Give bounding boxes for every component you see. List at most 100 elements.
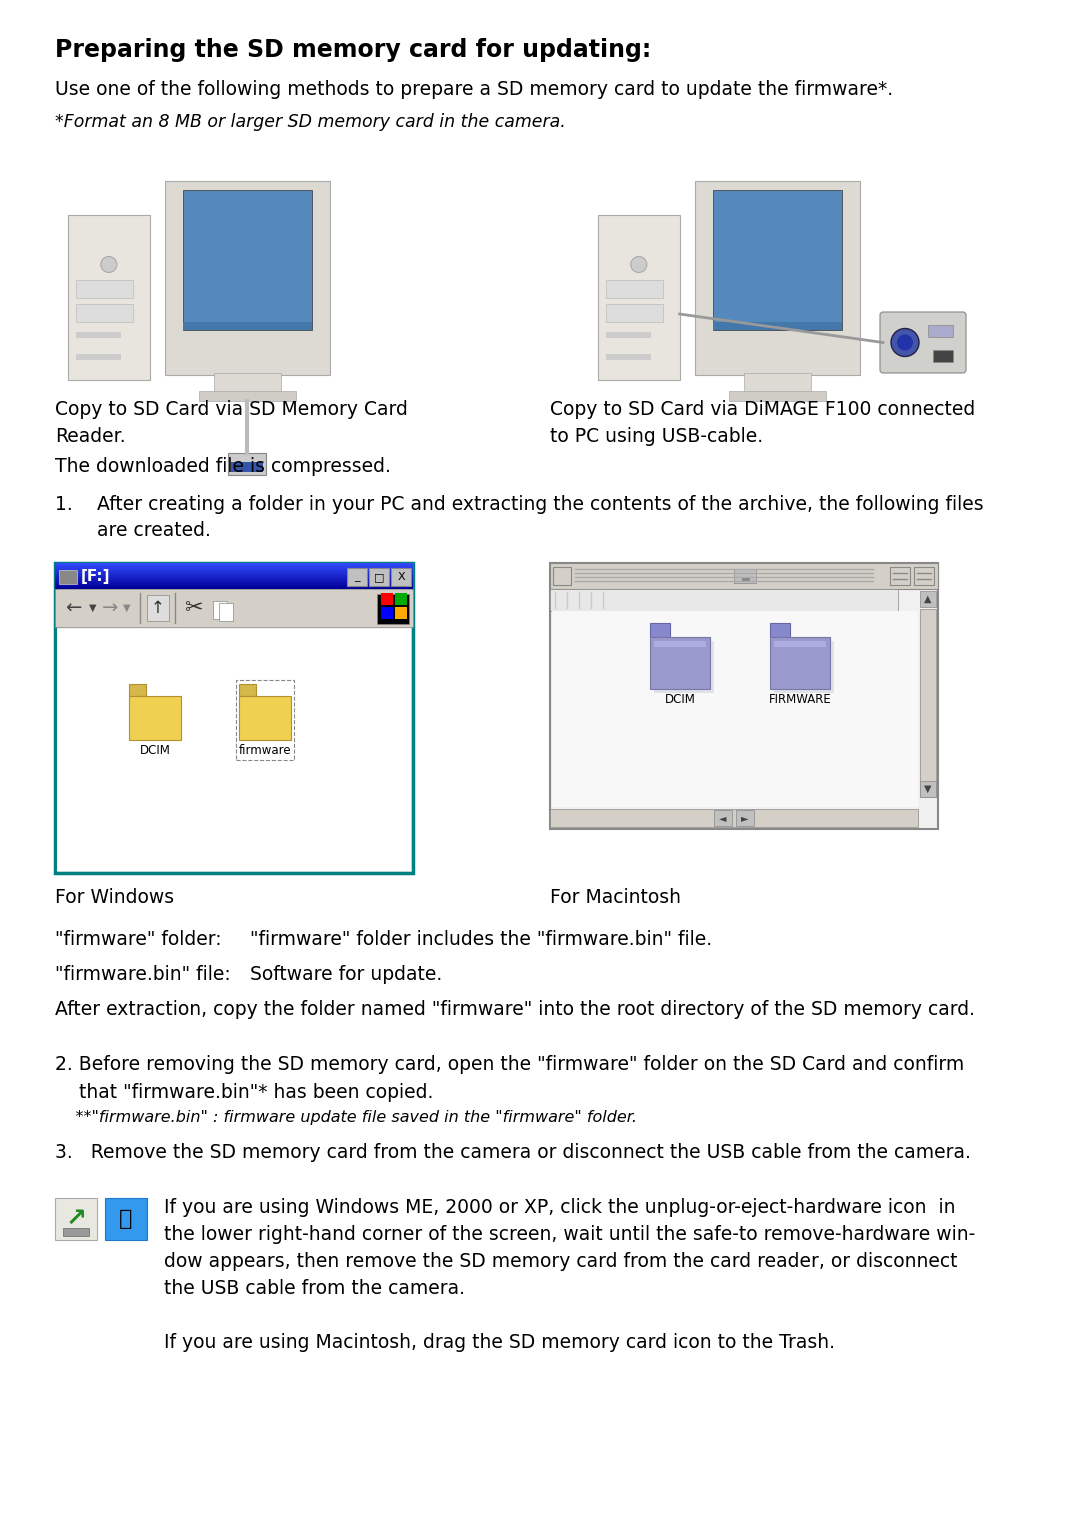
Bar [381, 593, 393, 605]
Text: ◄: ◄ [719, 813, 727, 824]
Bar [55, 562, 413, 588]
Bar [183, 322, 312, 330]
Bar [381, 607, 393, 619]
Bar [713, 191, 842, 330]
Bar [76, 280, 133, 298]
Bar [713, 322, 842, 330]
Text: DCIM: DCIM [139, 744, 171, 756]
Bar [391, 568, 411, 587]
Bar [598, 215, 679, 380]
Text: Copy to SD Card via SD Memory Card
Reader.: Copy to SD Card via SD Memory Card Reade… [55, 400, 408, 446]
Bar [650, 637, 710, 689]
Text: "firmware" folder:: "firmware" folder: [55, 931, 221, 949]
Text: ►: ► [741, 813, 748, 824]
Text: After extraction, copy the folder named "firmware" into the root directory of th: After extraction, copy the folder named … [55, 999, 975, 1019]
Bar [552, 611, 918, 807]
Text: **"firmware.bin" : firmware update file saved in the "firmware" folder.: **"firmware.bin" : firmware update file … [55, 1109, 637, 1125]
Bar [76, 332, 121, 338]
Bar [57, 630, 411, 871]
Text: 3.   Remove the SD memory card from the camera or disconnect the USB cable from : 3. Remove the SD memory card from the ca… [55, 1143, 971, 1161]
Bar [770, 637, 831, 689]
Text: Software for update.: Software for update. [249, 966, 442, 984]
Circle shape [891, 329, 919, 356]
Circle shape [897, 335, 913, 350]
Bar [550, 588, 897, 611]
Text: the lower right-hand corner of the screen, wait until the safe-to remove-hardwar: the lower right-hand corner of the scree… [164, 1225, 975, 1244]
Bar [55, 562, 413, 872]
Bar [890, 567, 910, 585]
Bar [774, 642, 826, 646]
Bar [76, 354, 121, 361]
Bar [231, 461, 264, 472]
Bar [654, 642, 714, 694]
Text: ↑: ↑ [151, 599, 165, 617]
Text: *Format an 8 MB or larger SD memory card in the camera.: *Format an 8 MB or larger SD memory card… [55, 113, 566, 131]
Text: FIRMWARE: FIRMWARE [769, 694, 832, 706]
Text: the USB cable from the camera.: the USB cable from the camera. [164, 1279, 465, 1297]
Bar [654, 642, 706, 646]
Text: X: X [397, 571, 405, 582]
Polygon shape [129, 685, 146, 695]
Text: 🌐: 🌐 [119, 1209, 133, 1229]
Bar [729, 391, 825, 400]
Bar [920, 610, 936, 798]
Bar [395, 607, 407, 619]
Text: DCIM: DCIM [664, 694, 696, 706]
Text: dow appears, then remove the SD memory card from the card reader, or disconnect: dow appears, then remove the SD memory c… [164, 1251, 958, 1271]
Text: □: □ [374, 571, 384, 582]
Text: ←: ← [65, 599, 81, 617]
Text: For Windows: For Windows [55, 888, 174, 908]
Circle shape [100, 257, 117, 272]
Text: If you are using Windows ME, 2000 or XP, click the unplug-or-eject-hardware icon: If you are using Windows ME, 2000 or XP,… [164, 1198, 956, 1216]
Bar [553, 567, 571, 585]
Bar [229, 452, 267, 475]
Bar [55, 1198, 97, 1241]
Bar [606, 280, 663, 298]
Bar [744, 373, 811, 393]
Bar [164, 182, 330, 374]
Bar [606, 354, 651, 361]
Bar [933, 350, 953, 362]
Bar [377, 594, 409, 623]
Bar [55, 588, 413, 626]
Text: The downloaded file is compressed.: The downloaded file is compressed. [55, 457, 391, 477]
Bar [914, 567, 934, 585]
Bar [714, 810, 732, 827]
Bar [63, 1229, 89, 1236]
Text: Use one of the following methods to prepare a SD memory card to update the firmw: Use one of the following methods to prep… [55, 79, 893, 99]
Bar [735, 810, 754, 827]
Circle shape [631, 257, 647, 272]
Polygon shape [650, 623, 670, 637]
Bar [213, 601, 227, 619]
Text: Copy to SD Card via DiMAGE F100 connected
to PC using USB-cable.: Copy to SD Card via DiMAGE F100 connecte… [550, 400, 975, 446]
Bar [219, 604, 233, 620]
Text: [F:]: [F:] [81, 568, 110, 584]
Bar [239, 695, 291, 740]
Text: _: _ [354, 571, 360, 582]
Bar [76, 304, 133, 322]
Bar [920, 591, 936, 607]
Bar [347, 568, 367, 587]
Bar [214, 373, 281, 393]
Polygon shape [770, 623, 789, 637]
Text: Preparing the SD memory card for updating:: Preparing the SD memory card for updatin… [55, 38, 651, 63]
Bar [183, 191, 312, 330]
Bar [920, 781, 936, 798]
Bar [68, 215, 150, 380]
Text: →: → [102, 599, 118, 617]
Bar [606, 332, 651, 338]
Polygon shape [239, 685, 256, 695]
Bar [129, 695, 181, 740]
Text: ✂: ✂ [184, 597, 202, 617]
Bar [550, 808, 918, 827]
Bar [606, 304, 663, 322]
Text: ▲: ▲ [924, 594, 932, 604]
Bar [200, 391, 296, 400]
Text: After creating a folder in your PC and extracting the contents of the archive, t: After creating a folder in your PC and e… [97, 495, 984, 541]
Bar [742, 578, 750, 581]
Text: ▼: ▼ [924, 784, 932, 795]
Text: ↗: ↗ [66, 1207, 86, 1232]
FancyBboxPatch shape [880, 312, 966, 373]
Text: that "firmware.bin"* has been copied.: that "firmware.bin"* has been copied. [55, 1083, 433, 1102]
Bar [550, 562, 939, 588]
